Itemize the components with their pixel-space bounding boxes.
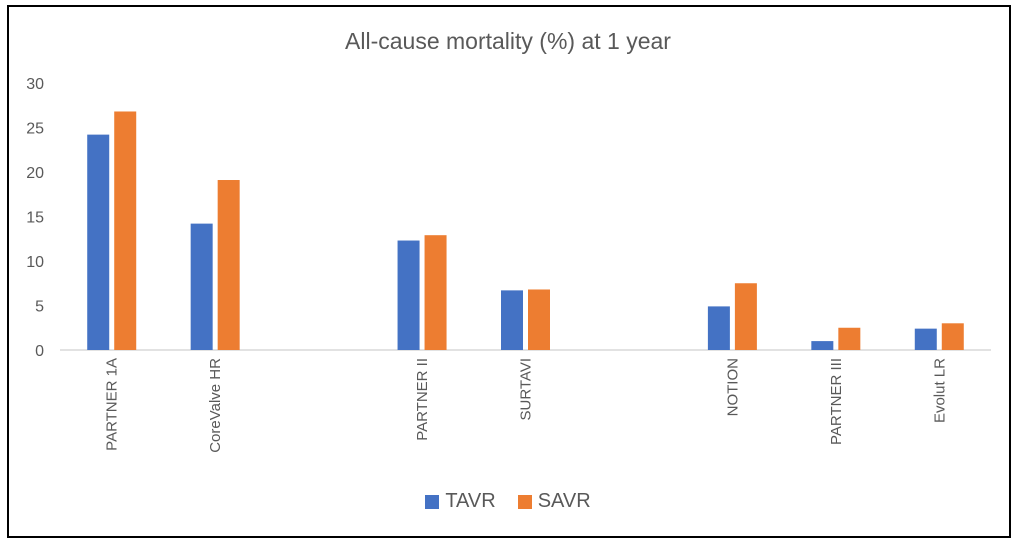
bar-tavr bbox=[87, 134, 110, 350]
bar-tavr bbox=[397, 240, 420, 350]
legend: TAVR SAVR bbox=[0, 490, 1016, 513]
bar-savr bbox=[734, 283, 757, 350]
bar-tavr bbox=[190, 223, 213, 350]
y-tick-label: 0 bbox=[35, 343, 44, 360]
legend-item-savr: SAVR bbox=[517, 490, 591, 513]
y-tick-label: 15 bbox=[26, 210, 44, 227]
legend-swatch-tavr bbox=[425, 494, 440, 509]
bar-savr bbox=[528, 289, 550, 350]
bar-savr bbox=[114, 111, 137, 350]
legend-label-savr: SAVR bbox=[537, 490, 591, 512]
bar-savr bbox=[424, 235, 447, 350]
bar-savr bbox=[217, 180, 240, 350]
y-tick-label: 5 bbox=[35, 299, 44, 316]
x-tick-label: NOTION bbox=[724, 358, 741, 416]
bar-tavr bbox=[914, 328, 937, 350]
y-tick-label: 10 bbox=[26, 254, 44, 271]
x-tick-label: Evolut LR bbox=[931, 358, 948, 423]
bar-tavr bbox=[501, 290, 523, 350]
legend-swatch-savr bbox=[517, 494, 532, 509]
bar-savr bbox=[941, 323, 964, 350]
x-tick-label: PARTNER 1A bbox=[104, 358, 121, 451]
bar-savr bbox=[838, 327, 861, 350]
y-tick-label: 25 bbox=[26, 121, 44, 138]
legend-item-tavr: TAVR bbox=[425, 490, 496, 513]
x-tick-label: PARTNER II bbox=[414, 358, 431, 441]
x-tick-label: SURTAVI bbox=[518, 358, 535, 421]
chart-title: All-cause mortality (%) at 1 year bbox=[345, 28, 671, 54]
legend-label-tavr: TAVR bbox=[445, 490, 496, 512]
x-tick-label: PARTNER III bbox=[828, 358, 845, 445]
y-tick-label: 30 bbox=[26, 76, 44, 93]
chart-frame bbox=[7, 5, 1011, 538]
bar-tavr bbox=[707, 306, 730, 350]
bar-tavr bbox=[811, 341, 834, 350]
y-tick-label: 20 bbox=[26, 165, 44, 182]
x-tick-label: CoreValve HR bbox=[207, 358, 224, 453]
